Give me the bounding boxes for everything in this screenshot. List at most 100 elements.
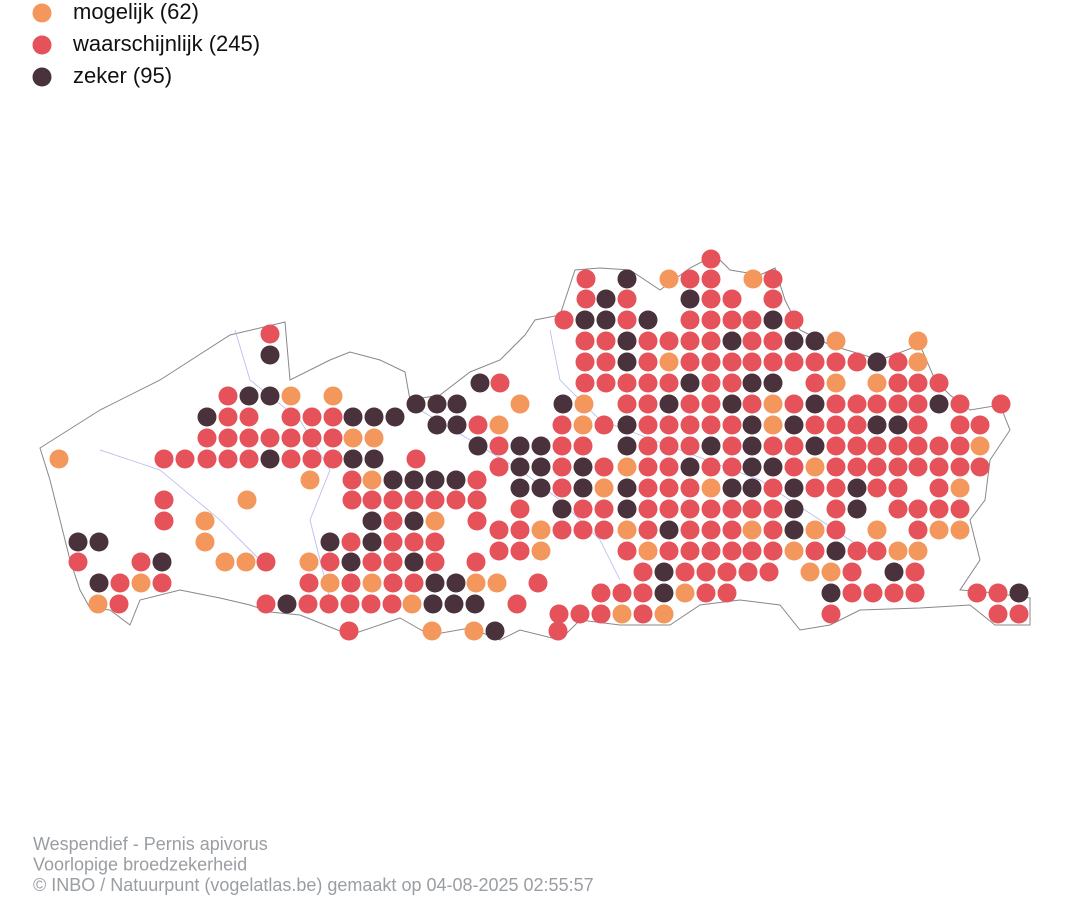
grid-dot: [722, 310, 742, 330]
grid-dot: [343, 407, 363, 427]
grid-dot: [531, 436, 551, 456]
grid-dot: [654, 562, 674, 582]
grid-dot: [404, 532, 424, 552]
grid-dot: [215, 552, 235, 572]
grid-dot: [531, 478, 551, 498]
grid-dot: [654, 604, 674, 624]
grid-dot: [425, 532, 445, 552]
grid-dot: [364, 428, 384, 448]
grid-dot: [573, 520, 593, 540]
grid-dot: [195, 511, 215, 531]
grid-dot: [320, 573, 340, 593]
grid-dot: [701, 352, 721, 372]
grid-dot: [594, 457, 614, 477]
grid-dot: [552, 457, 572, 477]
grid-dot: [596, 373, 616, 393]
grid-dot: [554, 310, 574, 330]
legend-swatch: [32, 35, 52, 55]
grid-dot: [763, 520, 783, 540]
grid-dot: [197, 407, 217, 427]
grid-dot: [701, 499, 721, 519]
grid-dot: [638, 352, 658, 372]
grid-dot: [805, 520, 825, 540]
grid-dot: [826, 520, 846, 540]
grid-dot: [680, 269, 700, 289]
grid-dot: [131, 552, 151, 572]
grid-dot: [383, 511, 403, 531]
grid-dot: [884, 562, 904, 582]
grid-dot: [489, 457, 509, 477]
grid-dot: [638, 541, 658, 561]
grid-dot: [468, 415, 488, 435]
grid-dot: [888, 436, 908, 456]
grid-dot: [281, 428, 301, 448]
grid-dot: [197, 428, 217, 448]
grid-dot: [908, 457, 928, 477]
grid-dot: [784, 352, 804, 372]
grid-dot: [742, 310, 762, 330]
grid-dot: [510, 436, 530, 456]
grid-dot: [784, 331, 804, 351]
grid-dot: [323, 449, 343, 469]
grid-dot: [929, 373, 949, 393]
grid-dot: [342, 470, 362, 490]
grid-dot: [929, 478, 949, 498]
grid-dot: [701, 415, 721, 435]
grid-dot: [659, 457, 679, 477]
grid-dot: [323, 386, 343, 406]
grid-dot: [591, 583, 611, 603]
grid-dot: [826, 394, 846, 414]
grid-dot: [404, 490, 424, 510]
grid-dot: [423, 594, 443, 614]
grid-dot: [299, 573, 319, 593]
grid-dot: [950, 415, 970, 435]
grid-dot: [867, 457, 887, 477]
grid-dot: [468, 436, 488, 456]
grid-dot: [805, 457, 825, 477]
grid-dot: [905, 562, 925, 582]
grid-dot: [596, 310, 616, 330]
grid-dot: [826, 541, 846, 561]
footer-line: © INBO / Natuurpunt (vogelatlas.be) gema…: [33, 875, 594, 895]
grid-dot: [237, 490, 257, 510]
grid-dot: [302, 449, 322, 469]
grid-dot: [908, 394, 928, 414]
grid-dot: [888, 352, 908, 372]
grid-dot: [277, 594, 297, 614]
grid-dot: [680, 478, 700, 498]
grid-dot: [617, 289, 637, 309]
grid-dot: [383, 552, 403, 572]
grid-dot: [847, 352, 867, 372]
grid-dot: [680, 415, 700, 435]
grid-dot: [175, 449, 195, 469]
grid-dot: [552, 436, 572, 456]
grid-dot: [591, 604, 611, 624]
grid-dot: [109, 594, 129, 614]
grid-dot: [633, 562, 653, 582]
grid-dot: [763, 331, 783, 351]
grid-dot: [742, 415, 762, 435]
grid-dot: [763, 394, 783, 414]
grid-dot: [404, 511, 424, 531]
grid-dot: [300, 470, 320, 490]
grid-dot: [464, 621, 484, 641]
grid-dot: [842, 562, 862, 582]
grid-dot: [281, 407, 301, 427]
grid-dot: [466, 552, 486, 572]
grid-dot: [638, 499, 658, 519]
grid-dot: [638, 457, 658, 477]
grid-dot: [88, 594, 108, 614]
grid-dot: [659, 541, 679, 561]
grid-dot: [218, 428, 238, 448]
grid-dot: [722, 415, 742, 435]
grid-dot: [742, 478, 762, 498]
grid-dot: [675, 562, 695, 582]
grid-dot: [847, 415, 867, 435]
grid-dot: [573, 436, 593, 456]
grid-dot: [548, 621, 568, 641]
grid-dot: [218, 386, 238, 406]
grid-dot: [1009, 604, 1029, 624]
grid-dot: [364, 449, 384, 469]
grid-dot: [339, 621, 359, 641]
